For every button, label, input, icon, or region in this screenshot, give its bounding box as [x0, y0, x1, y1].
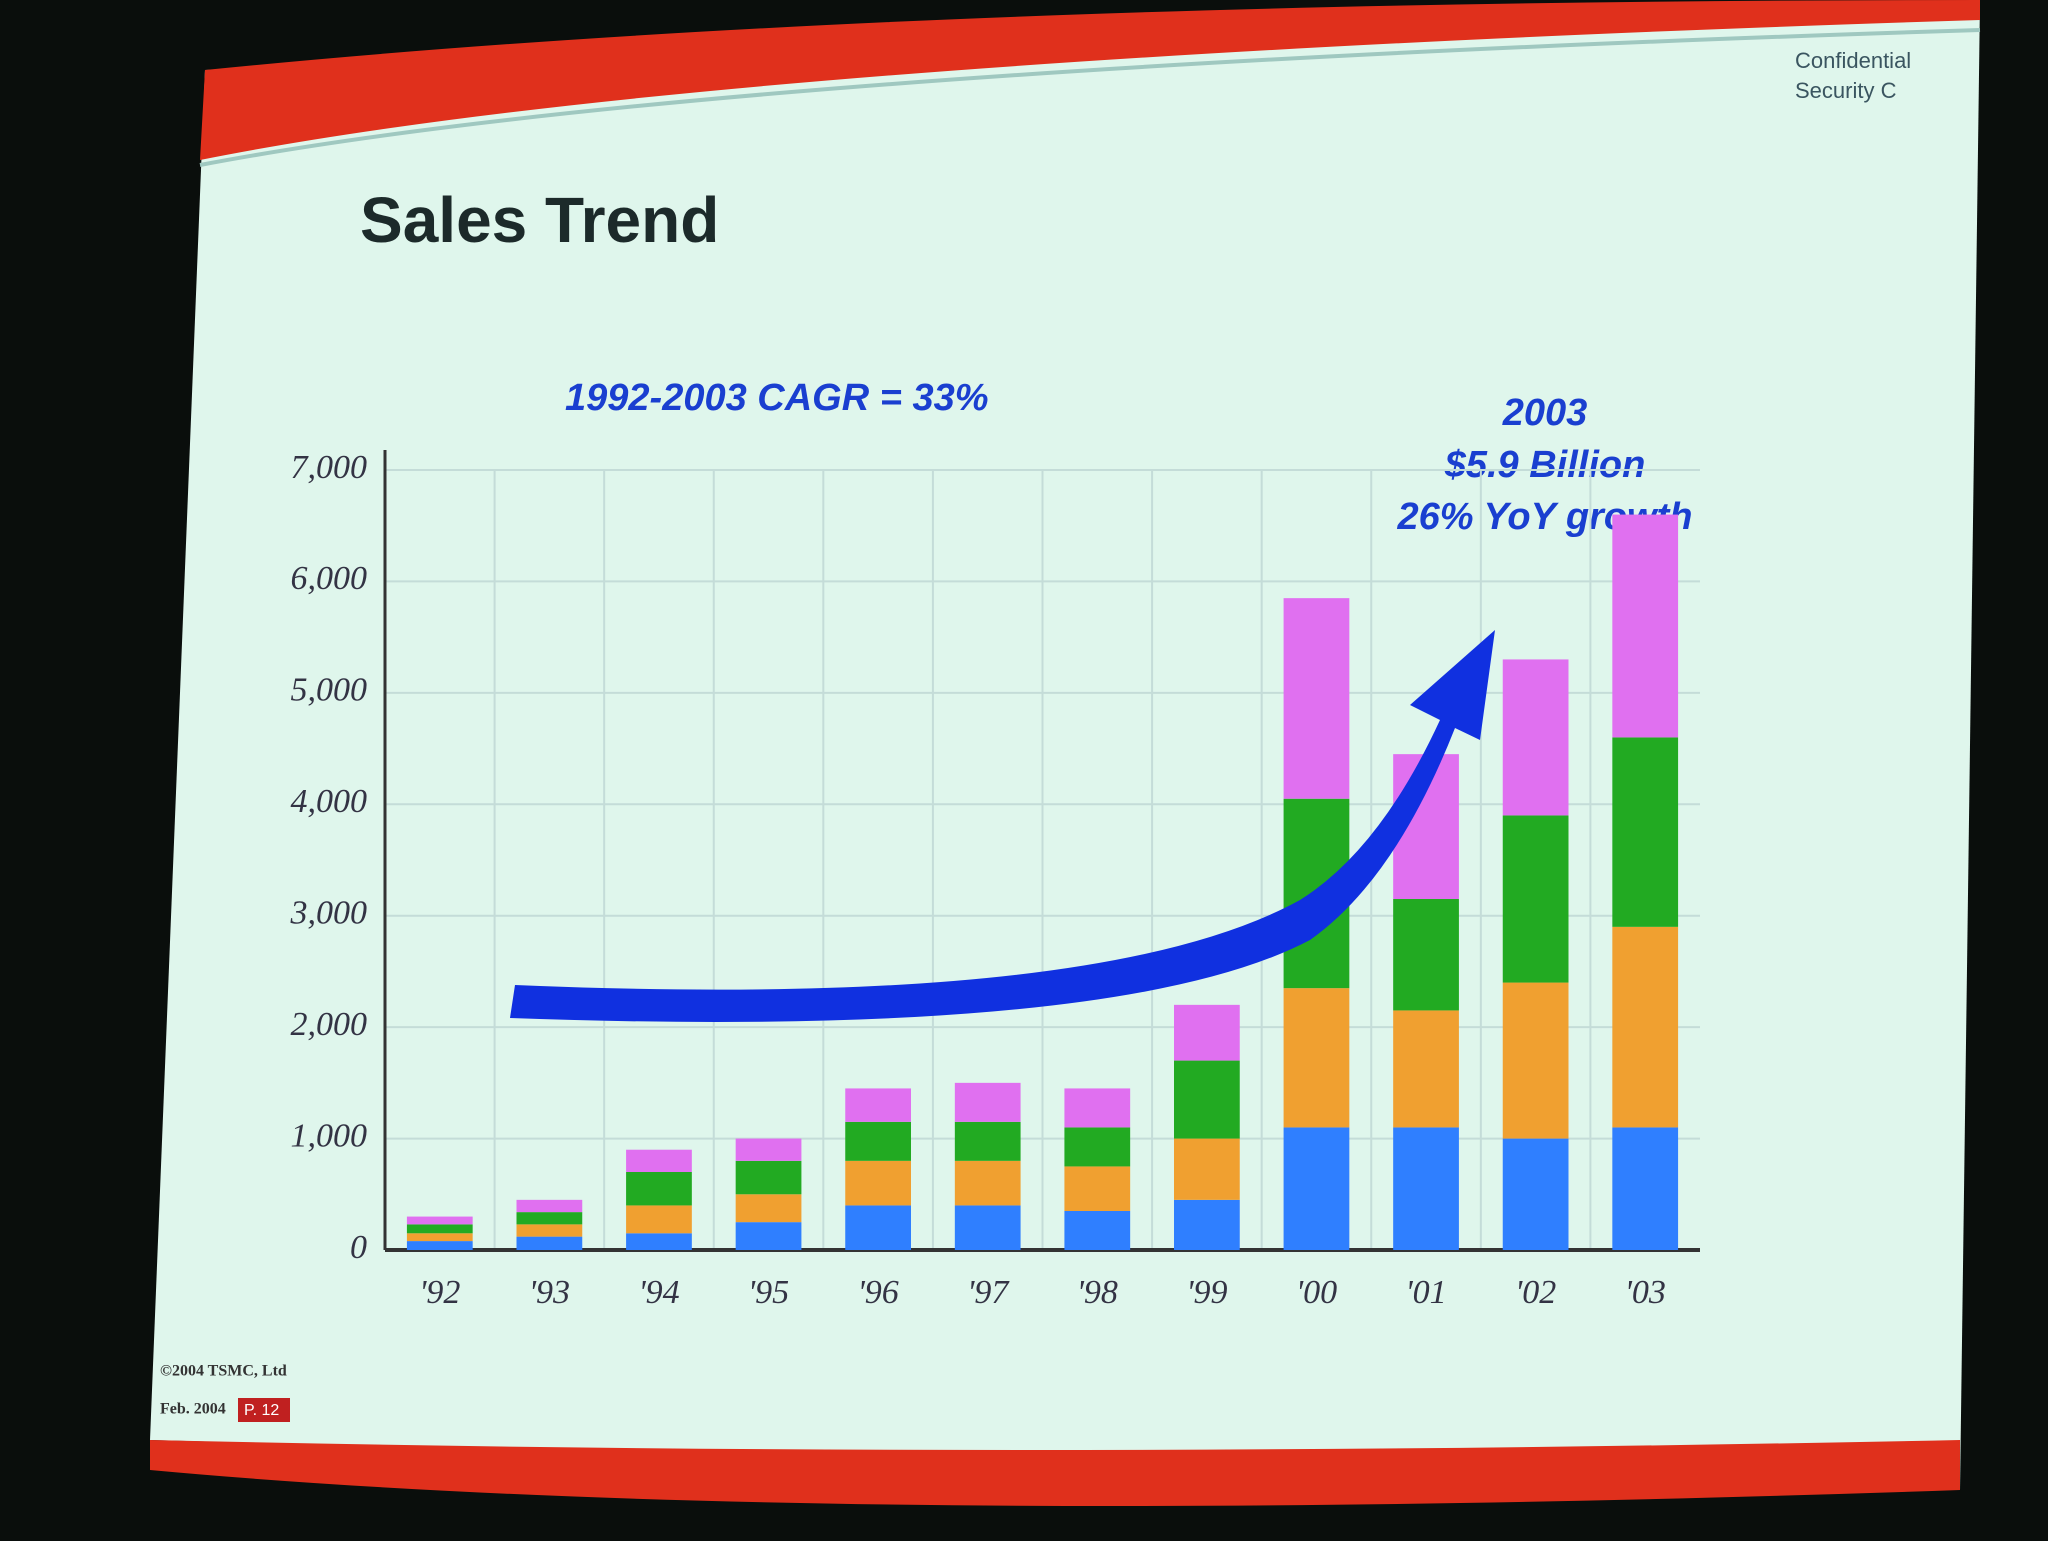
bar-segment: [516, 1212, 583, 1225]
bar-segment: [1502, 659, 1569, 816]
copyright: ©2004 TSMC, Ltd: [160, 1363, 287, 1380]
bar-segment: [1283, 1127, 1350, 1250]
sales-note: $5.9 Billion: [1444, 444, 1646, 486]
bar-segment: [1064, 1088, 1131, 1128]
bar-segment: [1612, 737, 1679, 927]
x-tick-label: '96: [857, 1274, 898, 1311]
bar-segment: [1064, 1211, 1131, 1250]
bar-segment: [516, 1236, 583, 1250]
y-tick-label: 4,000: [291, 783, 368, 820]
y-tick-label: 2,000: [291, 1006, 368, 1043]
x-tick-label: '03: [1625, 1274, 1666, 1311]
bottom-band: [150, 1440, 1960, 1506]
bar-segment: [954, 1160, 1021, 1206]
bar-segment: [1502, 815, 1569, 983]
x-tick-label: '95: [748, 1274, 789, 1311]
bar-segment: [406, 1233, 473, 1242]
bar-segment: [406, 1216, 473, 1225]
x-tick-label: '93: [529, 1274, 570, 1311]
bar-segment: [626, 1233, 692, 1250]
year-note: 2003: [1502, 392, 1588, 434]
bar-segment: [735, 1138, 802, 1161]
confidential: Confidential: [1795, 48, 1911, 73]
bar-segment: [845, 1205, 911, 1250]
bar-segment: [954, 1205, 1021, 1250]
date: Feb. 2004: [160, 1401, 226, 1418]
top-line: [199, 28, 1981, 167]
x-tick-label: '92: [419, 1274, 460, 1311]
bar-segment: [1502, 1138, 1569, 1250]
bar-segment: [1393, 899, 1459, 1011]
y-tick-label: 3,000: [290, 895, 368, 932]
bar-segment: [1612, 514, 1679, 738]
bar-segment: [516, 1224, 583, 1237]
bar-segment: [1174, 1004, 1240, 1061]
bar-segment: [735, 1194, 802, 1223]
bar-segment: [1064, 1127, 1131, 1167]
bar-segment: [1174, 1138, 1240, 1200]
top-band: [200, 0, 1980, 160]
security: Security C: [1795, 78, 1897, 103]
bar-segment: [954, 1082, 1021, 1122]
bar-segment: [735, 1222, 802, 1250]
title: Sales Trend: [360, 184, 719, 256]
cagr-note: 1992-2003 CAGR = 33%: [565, 377, 989, 419]
bar-segment: [406, 1241, 473, 1250]
y-tick-label: 6,000: [291, 560, 368, 597]
bar-segment: [406, 1224, 473, 1234]
bar-segment: [626, 1205, 692, 1234]
bar-segment: [845, 1160, 911, 1206]
bar-segment: [1283, 598, 1350, 799]
bar-segment: [1174, 1199, 1240, 1250]
trend-arrow: [510, 630, 1495, 1022]
bar-segment: [1393, 1127, 1459, 1250]
x-tick-label: '99: [1186, 1274, 1227, 1311]
bar-segment: [845, 1088, 911, 1122]
bar-segment: [626, 1149, 692, 1172]
x-tick-label: '02: [1515, 1274, 1556, 1311]
x-tick-label: '98: [1077, 1274, 1118, 1311]
y-tick-label: 0: [350, 1229, 367, 1266]
bar-segment: [735, 1160, 802, 1195]
plot: 0 1,000 2,000 3,000 4,000 5,000 6,000 7,000 '92 '…: [290, 449, 1700, 1311]
x-tick-label: '94: [638, 1274, 679, 1311]
bar-segment: [954, 1121, 1021, 1161]
bar-segment: [1502, 982, 1569, 1139]
bar-segment: [626, 1172, 692, 1206]
bar-segment: [1612, 926, 1679, 1128]
bar-segment: [1612, 1127, 1679, 1250]
bar-segment: [516, 1199, 583, 1213]
bar-segment: [845, 1121, 911, 1161]
y-tick-label: 1,000: [291, 1117, 368, 1154]
y-tick-label: 7,000: [291, 449, 368, 486]
y-tick-label: 5,000: [291, 672, 368, 709]
x-tick-label: '97: [967, 1274, 1010, 1311]
bar-segment: [1393, 1010, 1459, 1128]
page-number: P. 12: [244, 1402, 279, 1419]
bar-segment: [1064, 1166, 1131, 1211]
bar-segment: [1174, 1060, 1240, 1139]
page-badge: [238, 1398, 290, 1422]
x-tick-label: '00: [1296, 1274, 1337, 1311]
x-tick-label: '01: [1405, 1274, 1446, 1311]
bar-segment: [1283, 988, 1350, 1128]
